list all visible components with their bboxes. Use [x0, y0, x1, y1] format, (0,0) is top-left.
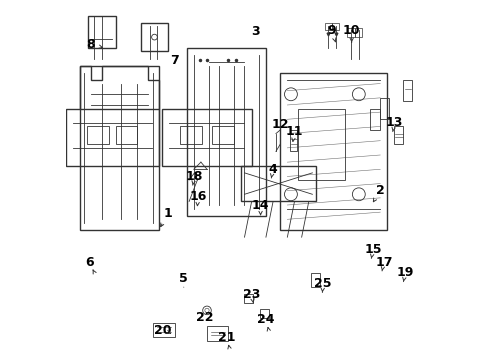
Text: 1: 1: [163, 207, 172, 220]
Text: 5: 5: [179, 272, 188, 285]
Text: 24: 24: [257, 313, 274, 326]
Text: 11: 11: [285, 125, 303, 138]
Text: 13: 13: [385, 116, 403, 129]
Text: 22: 22: [196, 311, 214, 324]
Text: 9: 9: [327, 24, 336, 37]
Text: 16: 16: [189, 190, 206, 203]
Text: 4: 4: [268, 163, 277, 176]
Text: 7: 7: [170, 54, 179, 67]
Text: 3: 3: [250, 25, 259, 38]
Text: 2: 2: [375, 184, 384, 197]
Text: 19: 19: [396, 266, 413, 279]
Text: 20: 20: [153, 324, 171, 337]
Text: 12: 12: [271, 118, 288, 131]
Text: 15: 15: [364, 243, 381, 256]
Text: 17: 17: [374, 256, 392, 269]
Text: 10: 10: [342, 24, 360, 37]
Text: 21: 21: [218, 331, 235, 344]
Text: 14: 14: [251, 198, 269, 212]
Text: 8: 8: [86, 38, 94, 51]
Text: 23: 23: [243, 288, 260, 301]
Text: 18: 18: [185, 170, 203, 183]
Text: 25: 25: [314, 277, 331, 290]
Text: 6: 6: [84, 256, 93, 269]
